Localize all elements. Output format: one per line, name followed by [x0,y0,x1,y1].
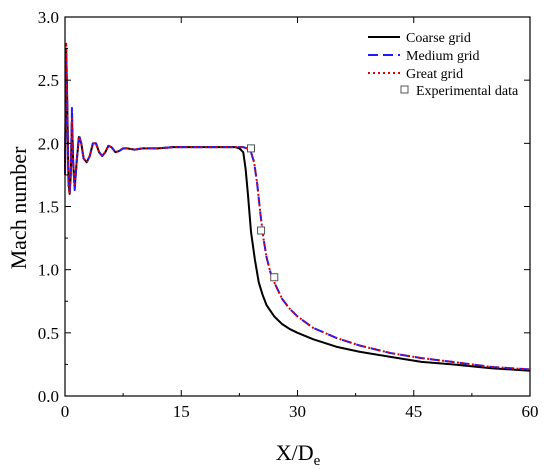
x-tick-label: 60 [522,402,539,421]
legend-label-great: Great grid [406,67,463,82]
experimental-point [270,273,279,282]
y-tick-label: 3.0 [38,8,59,27]
x-tick-label: 30 [289,402,306,421]
experimental-markers [247,144,279,282]
x-tick-label: 45 [405,402,422,421]
experimental-point [247,144,255,153]
experimental-point [257,226,266,235]
series-line-2 [64,41,531,371]
y-tick-label: 0.0 [38,387,59,406]
tick-labels: 0 15 30 45 60 0.0 0.5 1.0 1.5 2.0 2.5 3.0 [38,8,539,421]
y-axis-title: Mach number [6,146,31,269]
x-tick-label: 0 [61,402,70,421]
y-tick-label: 2.5 [38,71,59,90]
series-line-1 [64,53,531,371]
legend-label-coarse: Coarse grid [406,31,471,46]
legend: Coarse grid Medium grid Great grid Exper… [368,31,519,99]
x-tick-label: 15 [173,402,190,421]
y-tick-label: 1.5 [38,198,59,217]
series-layer [64,41,531,372]
x-axis-title: X/De [276,440,321,469]
y-tick-label: 0.5 [38,324,59,343]
y-tick-label: 1.0 [38,261,59,280]
y-tick-label: 2.0 [38,134,59,153]
legend-marker-experimental [400,85,409,94]
x-axis-title-subscript: e [314,453,321,469]
x-axis-title-main: X/D [276,440,314,465]
legend-label-medium: Medium grid [406,49,480,64]
legend-label-experimental: Experimental data [416,84,519,99]
ticks-layer [64,16,531,397]
